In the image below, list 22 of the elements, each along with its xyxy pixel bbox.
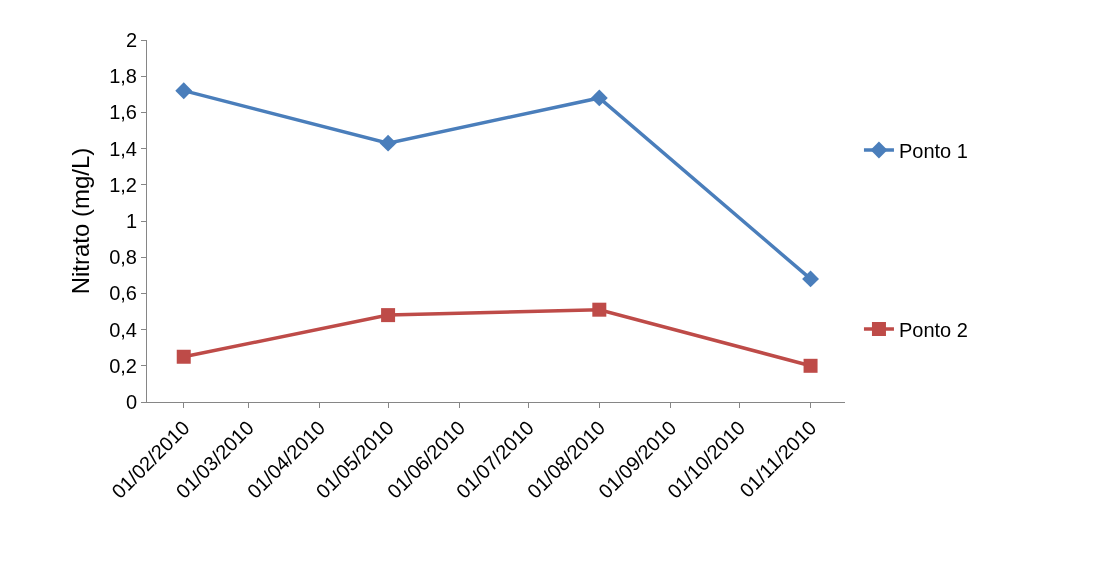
y-tick-label: 1,2 (109, 173, 137, 196)
y-tick-label: 1,6 (109, 101, 137, 124)
point (802, 270, 820, 288)
y-tick-label: 1,4 (109, 137, 137, 160)
y-tick-label: 1 (125, 210, 137, 232)
point (381, 308, 396, 323)
y-tick-label: 0,6 (109, 282, 137, 305)
y-tick-label: 0,8 (109, 246, 137, 269)
point (175, 82, 193, 100)
y-tick-label: 0 (125, 391, 137, 413)
point (379, 134, 397, 152)
y-tick-label: 0,2 (109, 354, 137, 377)
point (803, 358, 818, 373)
point (176, 349, 191, 364)
y-tick-label: 2 (125, 29, 137, 51)
point (592, 302, 607, 317)
y-tick-label: 1,8 (109, 65, 137, 88)
legend-label: Ponto 2 (898, 318, 968, 341)
y-tick-label: 0,4 (109, 318, 137, 341)
legend-label: Ponto 1 (898, 139, 968, 162)
y-axis-title: Nitrato (mg/L) (67, 147, 95, 295)
point (590, 89, 608, 107)
